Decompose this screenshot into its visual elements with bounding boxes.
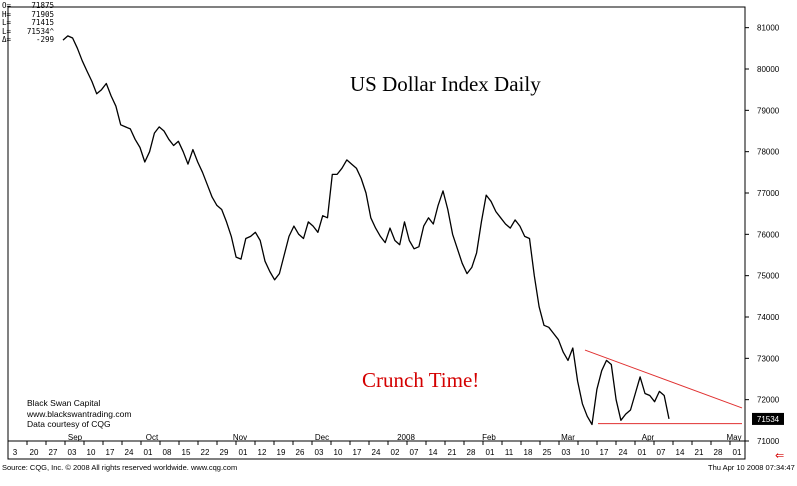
x-month-label: Oct (146, 433, 159, 442)
x-tick-label: 07 (657, 448, 666, 457)
x-tick-label: 17 (600, 448, 609, 457)
x-tick-label: 19 (277, 448, 286, 457)
x-month-label: Dec (315, 433, 329, 442)
credits: Black Swan Capital www.blackswantrading.… (27, 398, 131, 430)
chart-annotation: Crunch Time! (362, 368, 480, 392)
x-tick-label: 01 (638, 448, 647, 457)
x-tick-label: 01 (733, 448, 742, 457)
x-tick-label: 26 (296, 448, 305, 457)
x-tick-label: 17 (106, 448, 115, 457)
x-tick-label: 22 (201, 448, 210, 457)
x-tick-label: 28 (714, 448, 723, 457)
x-tick-label: 25 (543, 448, 552, 457)
last-value-layer: 71534 (752, 412, 784, 425)
x-tick-label: 24 (372, 448, 381, 457)
y-tick-label: 77000 (757, 189, 780, 198)
y-axis: 71000 72000 73000 74000 75000 76000 77000 78000… (745, 24, 780, 446)
x-tick-label: 08 (163, 448, 172, 457)
x-tick-label: 28 (467, 448, 476, 457)
resistance-trendline (584, 349, 743, 409)
x-tick-label: 29 (220, 448, 229, 457)
footer-source: Source: CQG, Inc. © 2008 All rights rese… (2, 463, 238, 472)
x-tick-label: 17 (353, 448, 362, 457)
x-tick-label: 02 (391, 448, 400, 457)
x-tick-label: 3 (13, 448, 18, 457)
x-tick-label: 24 (125, 448, 134, 457)
credit-company: Black Swan Capital (27, 398, 101, 408)
y-tick-label: 72000 (757, 396, 780, 405)
x-tick-label: 03 (68, 448, 77, 457)
x-tick-label: 07 (410, 448, 419, 457)
x-month-label: Feb (482, 433, 496, 442)
x-tick-label: 01 (239, 448, 248, 457)
x-tick-label: 20 (30, 448, 39, 457)
x-axis-band (7, 440, 746, 460)
x-month-label: Mar (561, 433, 575, 442)
series-layer (62, 35, 670, 426)
ohlc-high: H= 71905 (2, 9, 54, 19)
back-arrow-icon[interactable]: ⇐ (775, 450, 785, 462)
x-tick-label: 14 (429, 448, 438, 457)
x-tick-label: 01 (486, 448, 495, 457)
y-tick-label: 81000 (757, 24, 780, 33)
trendline-layer (584, 349, 743, 425)
footer-timestamp: Thu Apr 10 2008 07:34:47 (708, 463, 795, 472)
ohlc-open: O= 71875 (2, 1, 54, 10)
x-tick-label: 27 (49, 448, 58, 457)
x-tick-label: 21 (448, 448, 457, 457)
y-tick-label: 71000 (757, 437, 780, 446)
ohlc-low: L= 71415 (2, 18, 54, 28)
x-tick-label: 15 (182, 448, 191, 457)
chart-title: US Dollar Index Daily (350, 72, 541, 96)
x-tick-label: 03 (562, 448, 571, 457)
x-month-label: Apr (642, 433, 655, 442)
x-tick-label: 18 (524, 448, 533, 457)
ohlc-change: Δ= -299 (2, 35, 54, 45)
ohlc-readout: O= 71875 H= 71905 L= 71415 L= 71534^ Δ= -299 (2, 1, 54, 45)
x-tick-label: 12 (258, 448, 267, 457)
credit-website: www.blackswantrading.com (27, 408, 132, 419)
x-tick-label: 24 (619, 448, 628, 457)
x-month-label: May (726, 433, 741, 442)
last-value-box (752, 412, 784, 425)
x-tick-label: 10 (581, 448, 590, 457)
y-tick-label: 74000 (757, 313, 780, 322)
x-tick-label: 11 (505, 448, 514, 457)
x-tick-label: 10 (334, 448, 343, 457)
x-tick-label: 10 (87, 448, 96, 457)
x-tick-label: 03 (315, 448, 324, 457)
x-month-label: Sep (68, 433, 83, 442)
y-tick-label: 80000 (757, 65, 780, 74)
x-tick-label: 14 (676, 448, 685, 457)
credit-data-source: Data courtesy of CQG (27, 419, 111, 429)
ohlc-last: L= 71534^ (2, 26, 54, 36)
y-tick-label: 79000 (757, 106, 780, 115)
x-month-label: 2008 (397, 433, 415, 442)
x-month-label: Nov (233, 433, 247, 442)
series-line-usd-index (62, 35, 670, 426)
y-tick-label: 75000 (757, 272, 780, 281)
y-tick-label: 73000 (757, 354, 780, 363)
x-axis: 3 20 27 03 10 17 24 01 08 15 22 29 01 12 19 26 03 10 17 24 0… (7, 433, 742, 457)
x-tick-label: 01 (144, 448, 153, 457)
last-value-label: 71534 (757, 415, 780, 424)
y-tick-label: 76000 (757, 230, 780, 239)
y-tick-label: 78000 (757, 148, 780, 157)
x-tick-label: 21 (695, 448, 704, 457)
